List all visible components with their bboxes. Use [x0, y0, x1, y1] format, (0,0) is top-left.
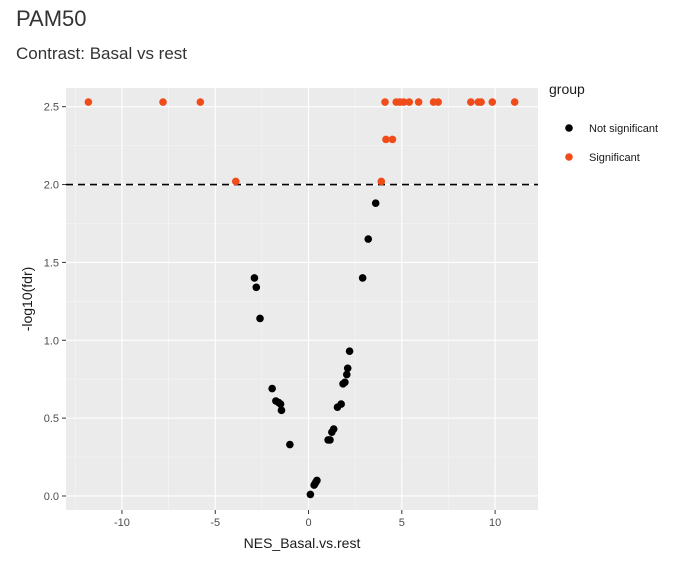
y-tick-label: 2.5: [44, 102, 59, 114]
data-point: [477, 98, 485, 106]
data-point: [510, 98, 519, 106]
data-point: [342, 370, 351, 379]
data-point: [488, 98, 497, 106]
y-tick-label: 0.0: [44, 491, 59, 503]
data-point: [358, 274, 367, 282]
data-point: [328, 428, 336, 436]
y-tick-label: 1.0: [44, 335, 59, 347]
data-point: [381, 98, 389, 106]
data-point: [345, 347, 354, 355]
x-tick-label: -5: [210, 517, 220, 529]
legend-title: group: [549, 81, 585, 97]
page-subtitle: Contrast: Basal vs rest: [16, 44, 188, 63]
data-point: [364, 235, 373, 243]
data-point: [399, 98, 408, 106]
x-tick-label: 10: [489, 517, 501, 529]
data-point: [324, 436, 332, 444]
data-point: [414, 98, 423, 106]
data-point: [196, 98, 205, 106]
legend-key: [565, 124, 573, 132]
minor-grid: [66, 88, 538, 510]
x-tick-label: -10: [114, 517, 130, 529]
data-point: [276, 400, 285, 408]
page-title: PAM50: [16, 6, 87, 31]
legend-label: Not significant: [589, 123, 658, 135]
x-tick-label: 0: [305, 517, 311, 529]
x-tick-label: 5: [399, 517, 405, 529]
data-point: [306, 490, 315, 499]
legend-label: Significant: [589, 152, 640, 164]
data-point: [250, 274, 259, 282]
data-point: [159, 98, 167, 106]
data-point: [434, 98, 442, 106]
data-point: [388, 135, 397, 144]
data-point: [231, 177, 240, 186]
data-point: [339, 380, 347, 388]
data-point: [256, 314, 264, 323]
data-point: [84, 98, 93, 106]
legend-key: [565, 153, 573, 161]
y-tick-label: 1.5: [44, 257, 59, 269]
data-point: [286, 440, 294, 449]
data-point: [382, 135, 390, 144]
data-point: [277, 406, 286, 415]
y-axis-title: -log10(fdr): [19, 267, 35, 332]
y-axis-ticks: 0.0 0.5 1.0 1.5 2.0 2.5: [44, 102, 66, 503]
data-point: [268, 384, 276, 393]
x-axis-ticks: -10 -5 0 5 10: [114, 510, 501, 529]
data-points: [84, 98, 519, 499]
data-point: [405, 98, 414, 106]
data-point: [343, 364, 352, 373]
data-point: [252, 283, 261, 292]
major-grid: [66, 88, 538, 510]
plot-panel: [66, 88, 538, 510]
data-point: [333, 403, 342, 412]
x-axis-title: NES_Basal.vs.rest: [244, 535, 361, 551]
data-point: [310, 481, 318, 489]
data-point: [467, 98, 475, 106]
y-tick-label: 0.5: [44, 413, 59, 425]
data-point: [377, 177, 386, 186]
data-point: [371, 199, 380, 208]
legend: group Not significant Significant: [549, 81, 658, 164]
y-tick-label: 2.0: [44, 180, 59, 192]
